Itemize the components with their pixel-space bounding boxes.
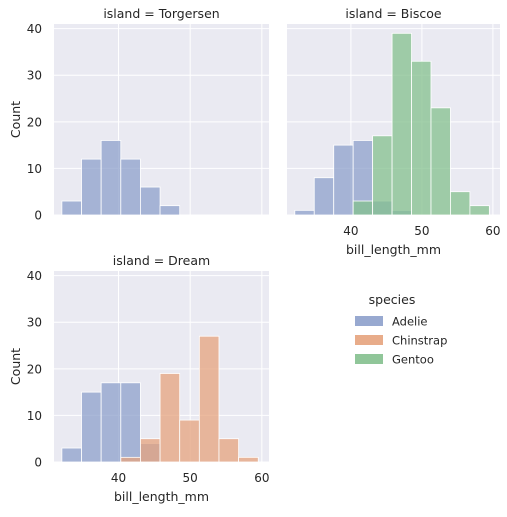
x-tick-label: 50 <box>183 471 198 485</box>
bar-gentoo <box>372 135 393 216</box>
panel-title: island = Dream <box>113 253 210 268</box>
legend-swatch-adelie <box>355 316 383 326</box>
bar-gentoo <box>391 32 412 216</box>
bar-gentoo <box>411 60 432 216</box>
legend-title: species <box>369 292 416 307</box>
bar-adelie <box>294 209 315 216</box>
x-tick-label: 50 <box>414 224 429 238</box>
bar-chinstrap <box>140 438 161 463</box>
bar-chinstrap <box>120 456 141 463</box>
bar-adelie <box>100 140 122 216</box>
bar-adelie <box>159 205 181 216</box>
y-tick-label: 20 <box>27 115 42 129</box>
bar-gentoo <box>450 191 471 216</box>
panel-island-torgersen: island = Torgersen 0 10 20 30 40 Count <box>8 6 269 223</box>
legend-label-adelie: Adelie <box>392 315 428 329</box>
x-axis-label: bill_length_mm <box>114 489 209 504</box>
bar-adelie <box>333 144 354 216</box>
panel-title: island = Torgersen <box>103 6 219 21</box>
bar-adelie <box>61 200 82 216</box>
y-axis-label: Count <box>8 101 23 138</box>
y-tick-label: 40 <box>27 22 42 36</box>
bar-adelie <box>81 391 102 463</box>
bar-adelie <box>120 158 141 216</box>
x-tick-label: 60 <box>485 224 500 238</box>
bar-gentoo <box>469 205 490 216</box>
y-tick-label: 40 <box>27 269 42 283</box>
legend-swatch-gentoo <box>355 354 383 364</box>
y-tick-label: 30 <box>27 69 42 83</box>
bar-chinstrap <box>179 419 200 463</box>
bar-adelie <box>313 177 335 216</box>
bar-gentoo <box>352 200 374 216</box>
bar-chinstrap <box>238 456 259 463</box>
bar-gentoo <box>430 107 451 216</box>
panel-title: island = Biscoe <box>345 6 441 21</box>
y-tick-label: 10 <box>27 162 42 176</box>
bar-chinstrap <box>218 438 240 463</box>
panel-island-biscoe: island = Biscoe 40 50 60 bill_length_mm <box>287 6 501 257</box>
bar-adelie <box>100 382 122 463</box>
bar-chinstrap <box>198 335 220 463</box>
y-axis-label: Count <box>8 348 23 385</box>
legend-label-gentoo: Gentoo <box>392 353 434 367</box>
bar-adelie <box>140 186 161 216</box>
x-axis-label: bill_length_mm <box>346 242 441 257</box>
legend-label-chinstrap: Chinstrap <box>392 334 447 348</box>
x-tick-label: 60 <box>254 471 269 485</box>
bar-adelie <box>81 158 102 216</box>
y-tick-label: 20 <box>27 362 42 376</box>
bar-adelie <box>61 447 82 463</box>
y-tick-label: 0 <box>34 456 42 470</box>
y-tick-label: 10 <box>27 409 42 423</box>
legend: species Adelie Chinstrap Gentoo <box>355 292 447 367</box>
x-tick-label: 40 <box>111 471 126 485</box>
panel-island-dream: island = Dream 0 10 20 30 40 40 50 60 Count bill_l… <box>8 253 269 504</box>
bar-adelie <box>120 382 141 463</box>
y-tick-label: 30 <box>27 316 42 330</box>
bar-chinstrap <box>159 373 181 463</box>
y-tick-label: 0 <box>34 209 42 223</box>
legend-swatch-chinstrap <box>355 335 383 345</box>
x-tick-label: 40 <box>343 224 358 238</box>
